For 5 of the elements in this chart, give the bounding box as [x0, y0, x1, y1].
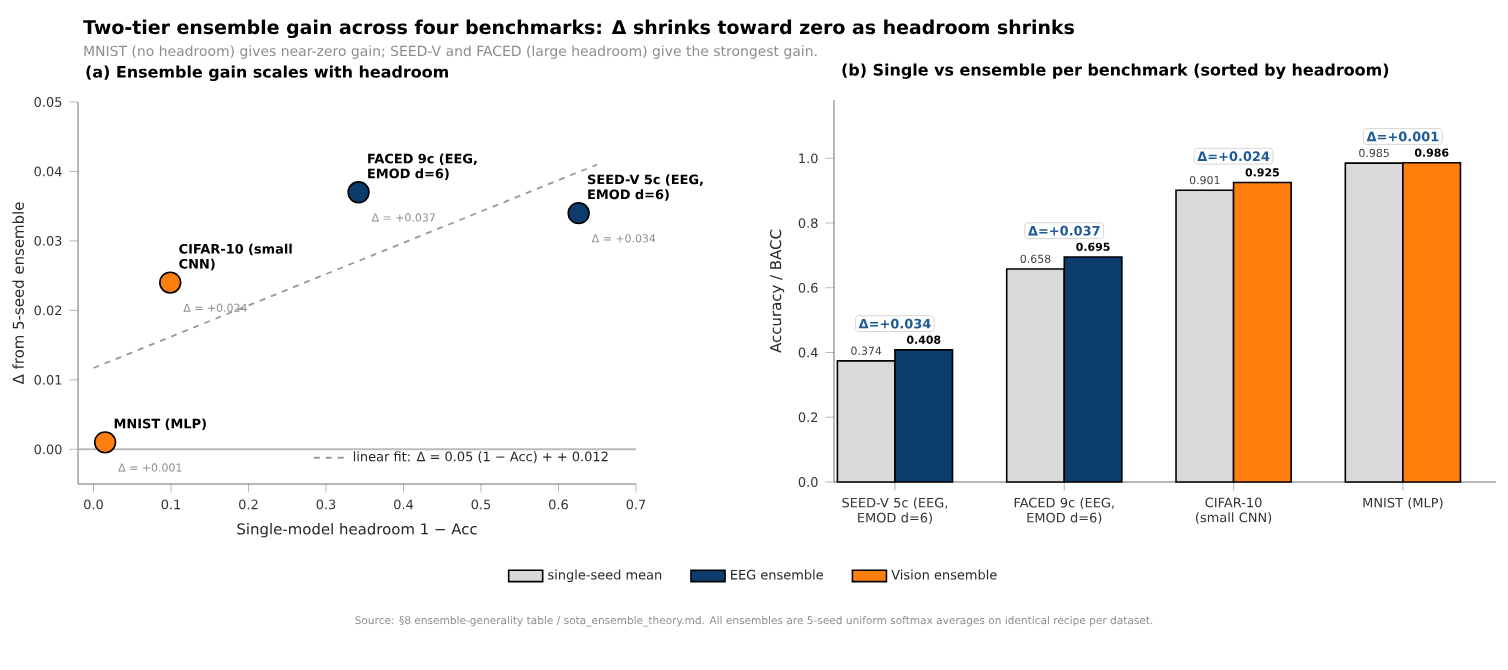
point [567, 201, 590, 225]
point [347, 181, 370, 204]
text: Two-tier ensemble gain across four benchmarks: Δ shrinks toward zero as headroom shrinks [83, 19, 1074, 39]
point [159, 271, 182, 294]
point [93, 431, 117, 454]
